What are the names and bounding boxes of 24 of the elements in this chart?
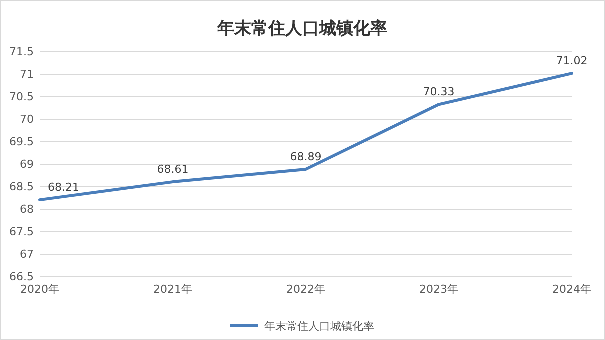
y-tick-label: 68 <box>20 203 34 216</box>
x-tick-label: 2020年 <box>20 282 60 296</box>
y-tick-label: 70.5 <box>10 90 34 104</box>
x-tick-label: 2024年 <box>552 282 592 296</box>
x-tick-label: 2022年 <box>286 282 326 296</box>
data-label: 68.89 <box>290 150 322 164</box>
line-series <box>38 72 574 202</box>
y-tick-label: 68.5 <box>10 180 34 194</box>
y-tick-label: 67 <box>20 248 34 262</box>
data-label: 71.02 <box>556 54 588 68</box>
x-tick-label: 2021年 <box>154 282 192 296</box>
data-label: 68.61 <box>157 163 189 176</box>
data-label: 68.21 <box>48 181 80 194</box>
data-label: 70.33 <box>423 86 455 99</box>
y-tick-label: 67.5 <box>10 226 34 239</box>
y-tick-label: 66.5 <box>10 270 34 284</box>
y-tick-label: 71.5 <box>10 46 34 59</box>
y-tick-label: 69.5 <box>10 136 34 149</box>
x-tick-label: 2023年 <box>420 282 458 296</box>
y-tick-label: 69 <box>20 158 34 172</box>
legend-label: 年末常住人口城镇化率 <box>264 320 374 333</box>
chart-title: 年末常住人口城镇化率 <box>216 19 388 39</box>
y-tick-label: 71 <box>20 68 34 82</box>
y-tick-label: 70 <box>20 113 34 126</box>
